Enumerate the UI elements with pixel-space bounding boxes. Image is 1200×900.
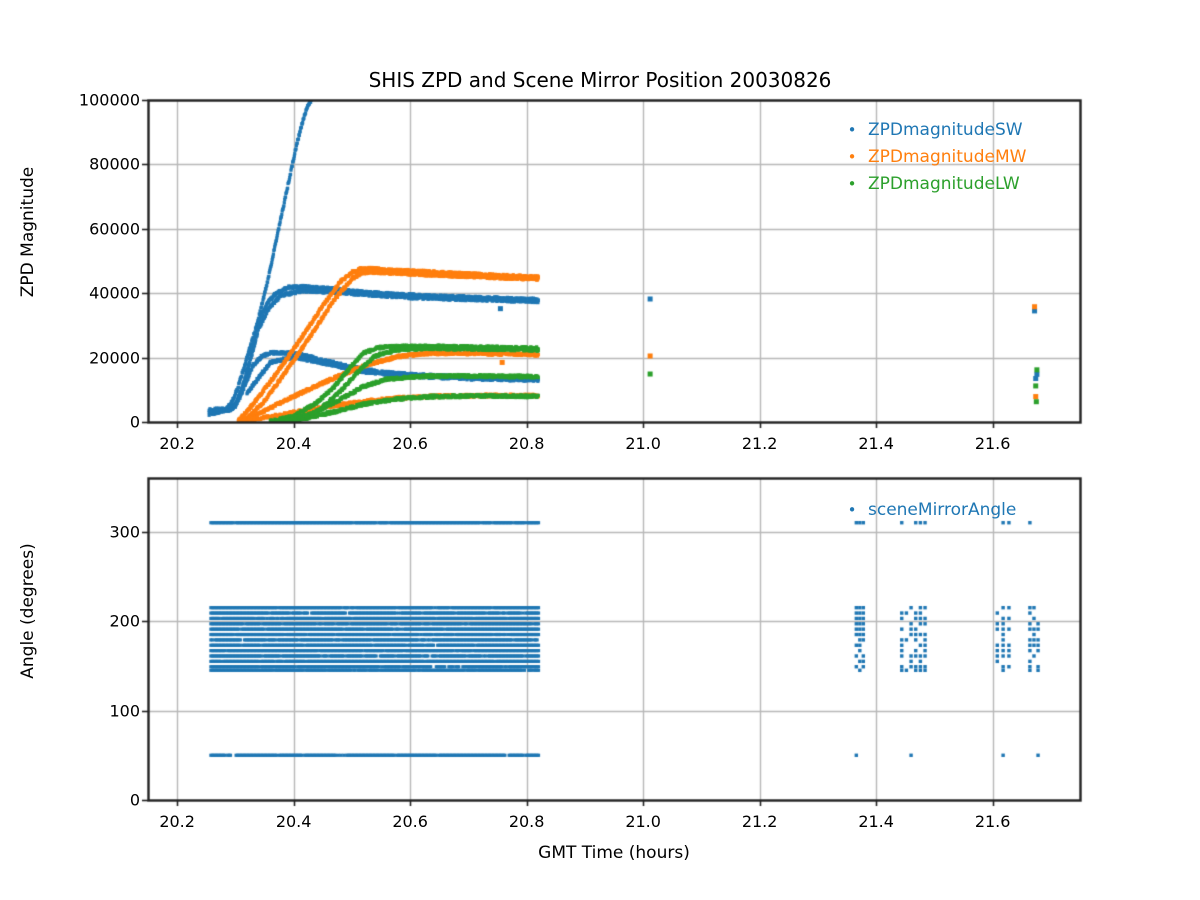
legend-entry-ZPDmagnitudeLW[interactable]: • ZPDmagnitudeLW (842, 174, 1020, 194)
legend-marker-icon: • (847, 147, 857, 166)
legend-label: sceneMirrorAngle (868, 500, 1017, 520)
legend-entry-ZPDmagnitudeMW[interactable]: • ZPDmagnitudeMW (842, 147, 1027, 167)
legend-marker-icon: • (847, 500, 857, 519)
legend-entry-ZPDmagnitudeSW[interactable]: • ZPDmagnitudeSW (842, 120, 1023, 140)
legend-marker-icon: • (847, 174, 857, 193)
legend-marker-icon: • (847, 120, 857, 139)
legend-label: ZPDmagnitudeLW (868, 174, 1020, 194)
legend-entry-sceneMirrorAngle[interactable]: • sceneMirrorAngle (842, 500, 1017, 520)
legend-label: ZPDmagnitudeSW (868, 120, 1023, 140)
legend-label: ZPDmagnitudeMW (868, 147, 1027, 167)
